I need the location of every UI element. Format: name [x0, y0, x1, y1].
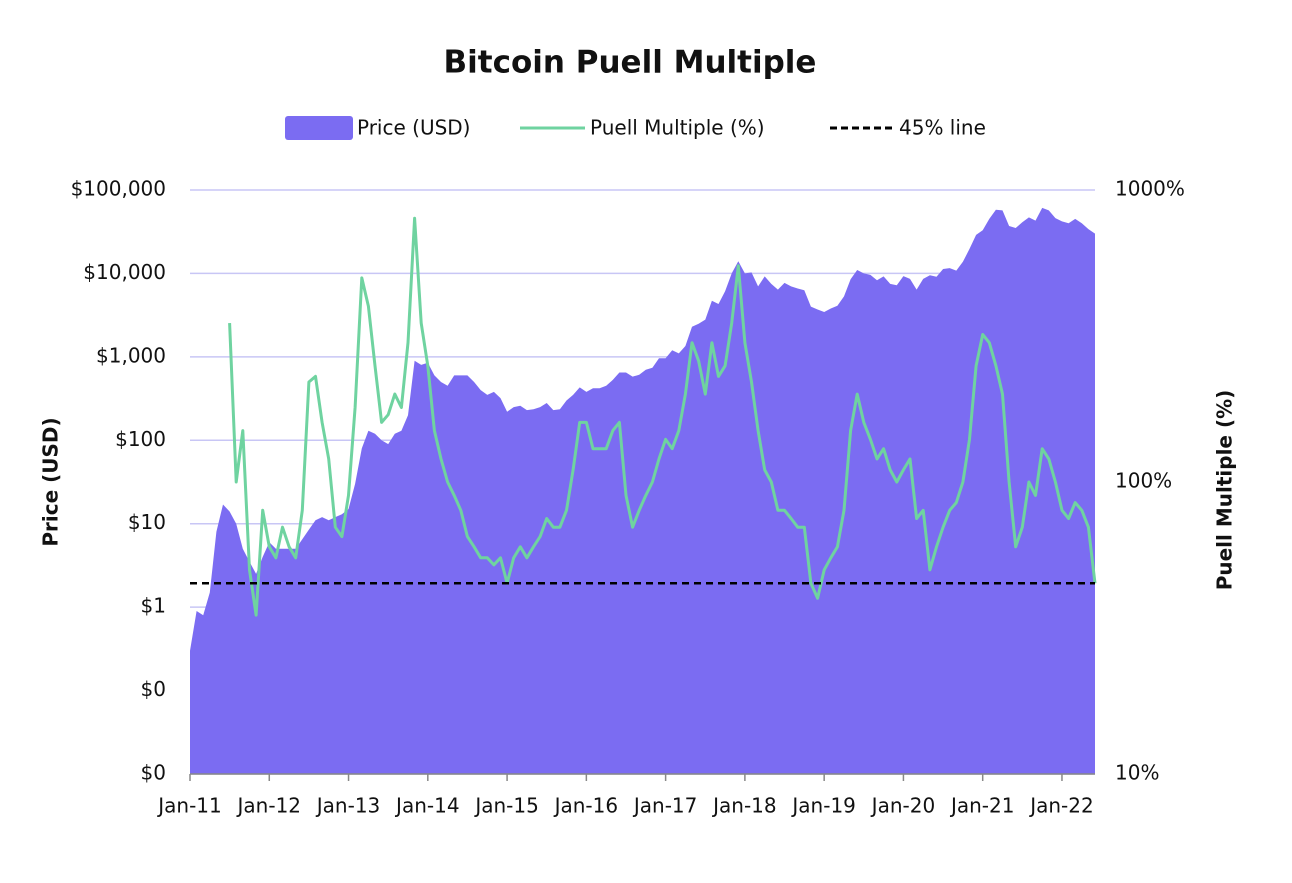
y-tick-label: $1,000 — [96, 343, 166, 367]
legend-label: 45% line — [899, 116, 986, 140]
x-tick-label: Jan-17 — [632, 794, 698, 818]
x-tick-label: Jan-19 — [790, 794, 856, 818]
chart-title: Bitcoin Puell Multiple — [444, 45, 817, 81]
x-tick-label: Jan-13 — [315, 794, 381, 818]
y-tick-label: $100,000 — [71, 177, 166, 201]
y-tick-label: $10,000 — [83, 260, 166, 284]
legend-label: Price (USD) — [357, 116, 471, 140]
x-tick-label: Jan-22 — [1028, 794, 1094, 818]
x-tick-label: Jan-12 — [236, 794, 302, 818]
y-tick-label: $10 — [128, 510, 166, 534]
y2-tick-label: 1000% — [1115, 177, 1185, 201]
x-tick-label: Jan-14 — [394, 794, 460, 818]
y-tick-label: $100 — [115, 427, 166, 451]
y2-axis-label: Puell Multiple (%) — [1213, 390, 1237, 591]
x-tick-label: Jan-15 — [473, 794, 539, 818]
y2-tick-label: 100% — [1115, 469, 1172, 493]
y-axis-label: Price (USD) — [39, 417, 63, 546]
legend-swatch — [285, 116, 353, 140]
x-tick-label: Jan-18 — [711, 794, 777, 818]
y-tick-label: $1 — [141, 594, 166, 618]
legend-label: Puell Multiple (%) — [590, 116, 765, 140]
y-tick-label: $0 — [141, 761, 166, 785]
x-tick-label: Jan-11 — [156, 794, 222, 818]
price-area — [190, 207, 1095, 774]
x-tick-label: Jan-21 — [949, 794, 1015, 818]
y2-tick-label: 10% — [1115, 761, 1159, 785]
x-tick-label: Jan-20 — [870, 794, 936, 818]
y-tick-label: $0 — [141, 677, 166, 701]
puell-line — [228, 216, 1097, 617]
x-tick-label: Jan-16 — [553, 794, 619, 818]
